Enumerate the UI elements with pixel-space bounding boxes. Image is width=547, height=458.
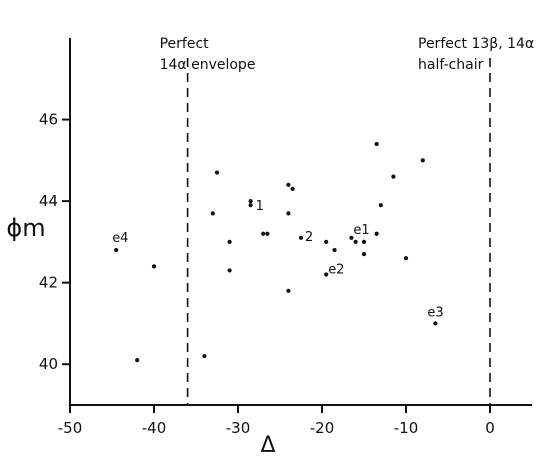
reference-line-label: Perfect bbox=[160, 36, 210, 52]
data-point bbox=[403, 256, 409, 261]
data-point bbox=[349, 235, 354, 240]
data-point bbox=[261, 231, 266, 236]
data-point bbox=[227, 239, 232, 244]
point-label: e4 bbox=[112, 231, 128, 246]
y-tick-label: 42 bbox=[39, 274, 58, 292]
x-tick-label: -30 bbox=[226, 419, 251, 437]
x-axis-title: Δ bbox=[260, 433, 275, 458]
reference-line-label: 14α envelope bbox=[160, 57, 256, 73]
data-point bbox=[391, 174, 396, 179]
point-label: 1 bbox=[256, 199, 264, 214]
x-tick-label: -50 bbox=[58, 419, 83, 437]
data-point bbox=[361, 239, 367, 244]
data-point bbox=[265, 231, 270, 236]
data-point bbox=[332, 247, 337, 253]
point-label: e1 bbox=[353, 223, 369, 238]
data-point bbox=[324, 239, 329, 244]
x-tick-label: -10 bbox=[394, 419, 419, 437]
point-label: e2 bbox=[328, 263, 344, 278]
data-point bbox=[202, 353, 207, 359]
axes: -50 -40 -30 -20 -10 0 40 42 44 46 bbox=[39, 38, 532, 437]
point-labels: 1 2 e1 e2 e3 e4 bbox=[112, 199, 443, 320]
data-point bbox=[151, 264, 157, 269]
data-point bbox=[210, 211, 215, 216]
data-point bbox=[420, 158, 425, 163]
data-point bbox=[248, 199, 253, 204]
y-tick-label: 44 bbox=[39, 192, 58, 210]
data-point bbox=[286, 182, 291, 187]
x-tick-label: -40 bbox=[142, 419, 167, 437]
data-point bbox=[114, 247, 119, 253]
reference-lines: Perfect 14α envelope Perfect 13β, 14α half-… bbox=[160, 36, 534, 405]
data-point bbox=[374, 141, 379, 147]
x-tick-label: -20 bbox=[310, 419, 335, 437]
data-point bbox=[353, 239, 358, 244]
reference-line-label: half-chair bbox=[418, 57, 484, 73]
data-point bbox=[135, 358, 140, 363]
data-point bbox=[214, 170, 220, 175]
data-point bbox=[374, 231, 379, 236]
y-axis-title: ϕm bbox=[6, 214, 45, 242]
data-point bbox=[227, 268, 232, 273]
reference-line-label: Perfect 13β, 14α bbox=[418, 36, 534, 52]
y-tick-label: 40 bbox=[39, 355, 58, 373]
data-point bbox=[433, 321, 438, 326]
data-point bbox=[248, 203, 253, 208]
data-point bbox=[286, 288, 291, 293]
data-point bbox=[324, 272, 329, 277]
data-point bbox=[290, 186, 295, 191]
data-point bbox=[361, 252, 367, 257]
point-label: e3 bbox=[427, 305, 443, 320]
data-point bbox=[378, 203, 383, 208]
data-points bbox=[114, 141, 438, 363]
data-point bbox=[286, 211, 291, 216]
data-point bbox=[298, 235, 304, 240]
y-tick-label: 46 bbox=[39, 111, 58, 129]
x-tick-label: 0 bbox=[485, 419, 495, 437]
point-label: 2 bbox=[305, 230, 313, 245]
